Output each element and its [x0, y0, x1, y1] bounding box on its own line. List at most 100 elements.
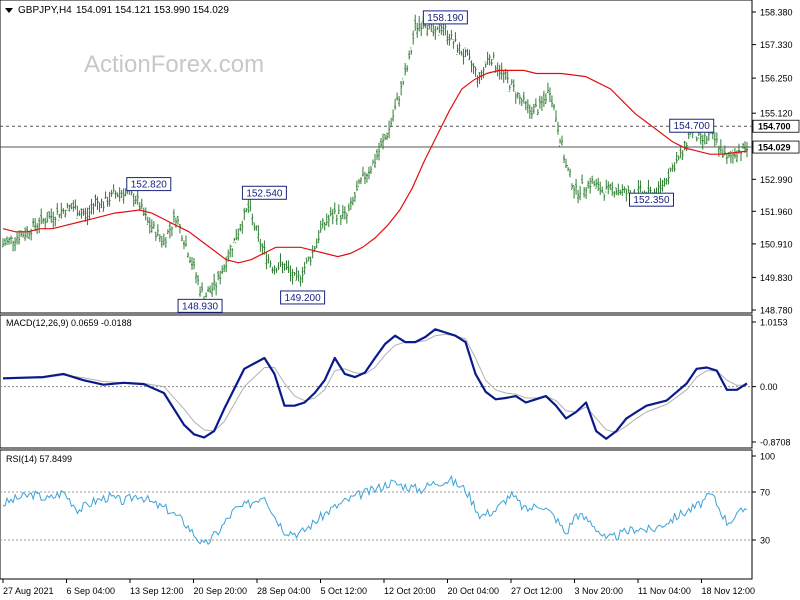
- candle: [66, 203, 69, 211]
- candle: [46, 211, 49, 223]
- candle: [343, 206, 346, 220]
- candle: [380, 138, 383, 147]
- candle: [8, 237, 11, 245]
- price-annotation: 152.540: [241, 185, 287, 200]
- candle: [349, 197, 352, 210]
- candle: [546, 82, 549, 93]
- candle: [199, 286, 202, 297]
- candle: [317, 229, 320, 244]
- candle: [593, 180, 596, 187]
- candle: [609, 183, 612, 190]
- candle: [263, 240, 266, 255]
- candle: [591, 175, 594, 184]
- triangle-down-icon[interactable]: [5, 8, 13, 13]
- candle: [205, 292, 208, 298]
- candle: [725, 153, 728, 165]
- candle: [741, 142, 744, 149]
- candle: [74, 199, 77, 210]
- rsi-y-tick-label: 100: [760, 452, 775, 462]
- annotation-label: 148.930: [182, 301, 219, 312]
- candle: [285, 260, 288, 271]
- macd-series-signal: [2, 333, 747, 433]
- candle: [552, 103, 555, 111]
- candle: [359, 177, 362, 185]
- candle: [152, 221, 155, 229]
- candle: [233, 237, 236, 243]
- annotation-label: 152.820: [131, 180, 168, 191]
- candle: [554, 110, 557, 122]
- candle: [363, 171, 366, 184]
- candle: [492, 52, 495, 60]
- candle: [486, 51, 489, 65]
- candle: [398, 96, 401, 107]
- candle: [136, 190, 139, 205]
- candle: [464, 47, 467, 57]
- candle: [172, 209, 175, 223]
- candle: [482, 67, 485, 79]
- candle: [466, 48, 469, 56]
- price-annotation: 148.930: [177, 298, 223, 313]
- candle: [569, 168, 572, 178]
- candle: [267, 254, 270, 264]
- candle: [528, 104, 531, 119]
- candle: [249, 199, 252, 212]
- candle: [50, 208, 53, 223]
- candle: [733, 148, 736, 159]
- candle: [134, 195, 137, 205]
- candle: [239, 223, 242, 232]
- candle: [361, 166, 364, 177]
- x-tick-label: 6 Sep 04:00: [67, 586, 116, 596]
- candle: [195, 272, 198, 284]
- candle: [279, 253, 282, 267]
- candle: [376, 149, 379, 160]
- candle: [90, 198, 93, 215]
- candle: [388, 120, 391, 139]
- candle: [408, 50, 411, 60]
- candle: [160, 235, 163, 248]
- candle: [96, 196, 99, 210]
- candle: [28, 230, 31, 240]
- candle: [253, 222, 256, 231]
- candle: [329, 207, 332, 217]
- header: GBPJPY,H4 154.091 154.121 153.990 154.02…: [5, 5, 229, 16]
- candle: [520, 97, 523, 107]
- candle: [675, 152, 678, 164]
- candle: [60, 202, 63, 219]
- candle: [378, 142, 381, 161]
- candle: [458, 42, 461, 55]
- price-annotation: 149.200: [280, 290, 326, 305]
- candle: [76, 205, 79, 219]
- candle: [261, 243, 264, 255]
- candle: [556, 121, 559, 135]
- watermark: ActionForex.com: [84, 51, 264, 78]
- candle: [112, 184, 115, 194]
- price-y-tick-label: 149.830: [760, 273, 793, 283]
- candle: [291, 269, 294, 285]
- candle: [108, 191, 111, 207]
- candle: [104, 191, 107, 199]
- annotation-label: 158.190: [427, 13, 464, 24]
- candle: [14, 237, 17, 252]
- price-y-tick-label: 156.250: [760, 74, 793, 84]
- candle: [514, 91, 517, 104]
- candle: [94, 194, 97, 207]
- price-panel: [0, 0, 753, 314]
- macd-series: [0, 328, 752, 440]
- candle: [717, 145, 720, 157]
- macd-y-tick-label: 1.0153: [760, 318, 788, 328]
- candle: [484, 61, 487, 68]
- candle: [384, 133, 387, 141]
- price-annotation: 158.190: [422, 10, 468, 25]
- level-label: 154.700: [758, 122, 791, 132]
- candle: [406, 65, 409, 72]
- candle: [438, 23, 441, 36]
- candle: [625, 188, 628, 202]
- candle: [367, 166, 370, 180]
- candle: [120, 189, 123, 198]
- candle: [54, 216, 57, 227]
- candle: [32, 218, 35, 228]
- candle: [490, 58, 493, 66]
- macd-title: MACD(12,26,9) 0.0659 -0.0188: [6, 318, 132, 328]
- level-label: 154.029: [758, 143, 791, 153]
- candle: [124, 188, 127, 197]
